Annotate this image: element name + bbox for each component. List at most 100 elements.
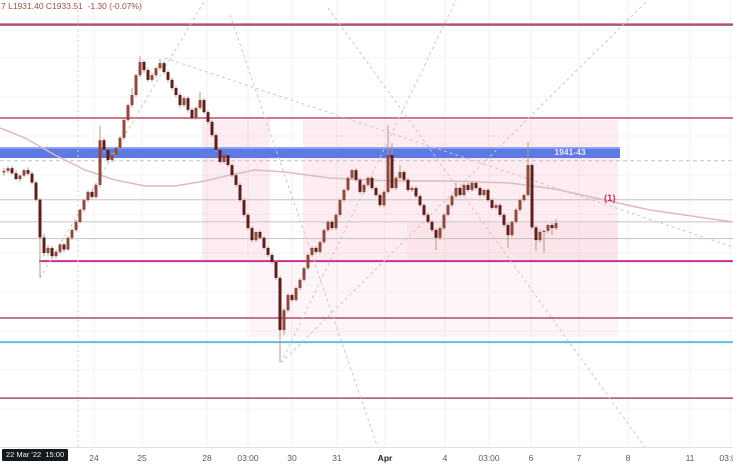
candle-body — [46, 247, 50, 253]
candle-body — [506, 224, 510, 236]
candle-body — [54, 251, 58, 257]
ohlc-status-label: 7 L1931.40 C1933.51 -1.30 (-0.07%) — [1, 1, 142, 11]
candle-body — [50, 247, 54, 257]
candle-body — [442, 214, 446, 229]
candle-body — [374, 188, 378, 196]
candle-body — [310, 247, 314, 255]
candle-body — [422, 205, 426, 215]
candle-body — [502, 214, 506, 225]
candle-body — [70, 230, 74, 238]
candle-body — [386, 154, 390, 192]
candle-body — [198, 100, 202, 108]
candle-body — [238, 184, 242, 201]
candle-body — [106, 149, 110, 161]
time-tick-0300: 03:00 — [719, 453, 733, 463]
candle-body — [522, 195, 526, 201]
candle-body — [438, 228, 442, 238]
candle-body — [242, 200, 246, 215]
candle-body — [258, 231, 262, 238]
candle-body — [26, 170, 30, 174]
candle-body — [206, 112, 210, 122]
candle-body — [122, 119, 126, 138]
supply-zone-price-label: 1941-43 — [554, 147, 586, 157]
time-tick-30: 30 — [287, 453, 297, 463]
candle-body — [218, 149, 222, 162]
candle-body — [166, 72, 170, 80]
candle-body — [526, 165, 530, 196]
candle-body — [314, 247, 318, 252]
candle-body — [202, 100, 206, 113]
trendline[interactable] — [280, 0, 457, 364]
supply-band-rect[interactable] — [0, 147, 620, 159]
candle-body — [66, 237, 70, 250]
time-tick-24: 24 — [89, 453, 99, 463]
time-tick-0300: 03:00 — [237, 453, 259, 463]
candle-body — [546, 224, 550, 231]
candle-body — [338, 200, 342, 215]
time-tick-8: 8 — [625, 453, 631, 463]
candle-body — [450, 196, 454, 206]
candle-body — [334, 214, 338, 229]
candle-body — [30, 173, 34, 183]
trendline[interactable] — [327, 7, 658, 447]
time-tick-11: 11 — [685, 453, 695, 463]
candle-body — [158, 63, 162, 69]
ma-line — [0, 127, 733, 223]
candle-body — [174, 88, 178, 96]
trendline[interactable] — [39, 0, 206, 279]
candle-body — [94, 184, 98, 197]
candle-body — [378, 195, 382, 206]
candle-body — [226, 154, 230, 166]
candle-body — [98, 140, 102, 185]
candle-body — [370, 177, 374, 189]
time-axis[interactable]: 24 25 28 03:00 30 31 Apr 4 03:00 6 7 8 11 03:00 — [0, 447, 733, 465]
candle-body — [266, 247, 270, 255]
candle-body — [462, 184, 466, 196]
grid-layer — [0, 0, 733, 447]
candle-body — [178, 95, 182, 106]
candle-body — [434, 230, 438, 238]
moving-average-curve[interactable] — [0, 127, 733, 223]
candle-body — [306, 254, 310, 269]
trendline[interactable] — [229, 14, 382, 447]
candle-body — [446, 205, 450, 215]
candle-body — [326, 221, 330, 231]
candle-body — [530, 165, 534, 228]
candle-body — [230, 165, 234, 176]
candle-body — [286, 295, 290, 311]
candle-body — [478, 188, 482, 196]
candle-body — [34, 182, 38, 200]
candle-body — [398, 172, 402, 178]
candle-body — [342, 189, 346, 201]
candle-body — [90, 191, 94, 197]
candle-body — [2, 170, 6, 173]
candle-body — [406, 179, 410, 190]
time-tick-28: 28 — [202, 453, 212, 463]
candle-body — [358, 179, 362, 192]
trendline[interactable] — [164, 57, 733, 248]
candle-body — [214, 135, 218, 150]
candle-body — [146, 70, 150, 80]
candle-body — [246, 214, 250, 229]
candle-body — [274, 261, 278, 278]
time-tick-4: 4 — [442, 453, 448, 463]
candle-body — [14, 173, 18, 180]
candle-body — [110, 154, 114, 161]
candle-body — [430, 221, 434, 231]
candle-body — [234, 175, 238, 185]
candle-body — [138, 61, 142, 76]
chart-canvas[interactable] — [0, 0, 733, 447]
elliott-wave-1-label[interactable]: (1) — [604, 193, 616, 204]
candle-body — [494, 205, 498, 208]
candle-body — [78, 209, 82, 222]
candle-body — [346, 177, 350, 190]
candle-body — [134, 75, 138, 96]
candle-body — [426, 214, 430, 222]
candle-body — [118, 137, 122, 148]
candle-body — [38, 199, 42, 238]
candle-body — [466, 184, 470, 190]
candle-body — [302, 268, 306, 280]
candle-body — [254, 231, 258, 241]
candle-body — [550, 224, 554, 229]
candle-body — [362, 184, 366, 192]
